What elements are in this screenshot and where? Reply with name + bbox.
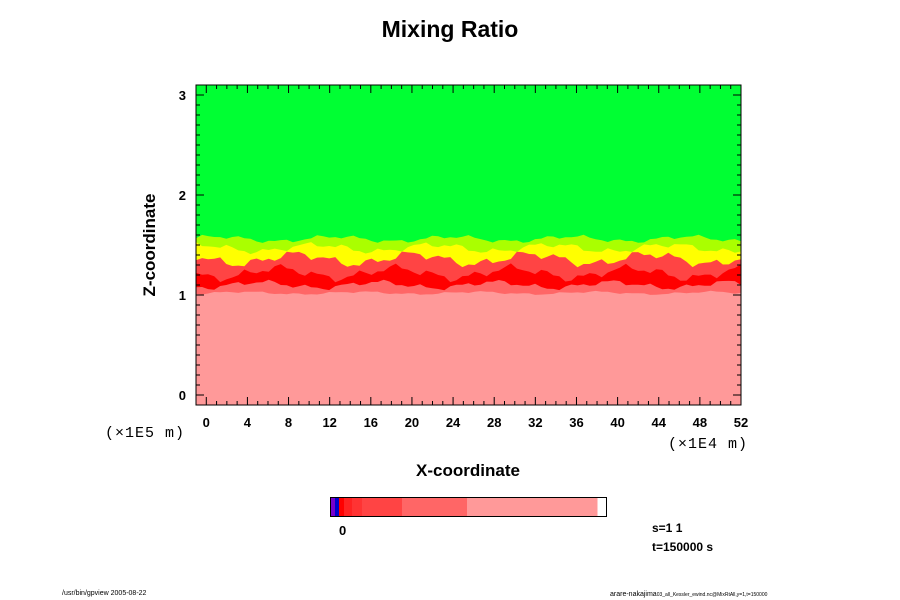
x-tick-label: 12 bbox=[322, 415, 336, 430]
colorbar-segment-1 bbox=[335, 497, 340, 517]
x-tick-label: 20 bbox=[405, 415, 419, 430]
colorbar bbox=[330, 497, 607, 517]
chart-title: Mixing Ratio bbox=[381, 16, 519, 42]
x-tick-label: 40 bbox=[610, 415, 624, 430]
colorbar-frame bbox=[330, 497, 607, 517]
x-tick-label: 8 bbox=[285, 415, 292, 430]
colorbar-zero-label: 0 bbox=[339, 523, 347, 538]
colorbar-segment-6 bbox=[402, 497, 468, 517]
y-scale-label: (×1E5 m) bbox=[105, 425, 186, 442]
y-tick-label: 2 bbox=[179, 188, 186, 203]
x-tick-label: 32 bbox=[528, 415, 542, 430]
colorbar-segment-4 bbox=[352, 497, 363, 517]
x-scale-label: (×1E4 m) bbox=[668, 436, 749, 453]
x-tick-label: 28 bbox=[487, 415, 501, 430]
footer-right-main: arare-nakajima bbox=[610, 591, 657, 598]
y-tick-label: 1 bbox=[179, 288, 186, 303]
footer-left: /usr/bin/gpview 2005-08-22 bbox=[62, 590, 147, 597]
y-tick-label: 0 bbox=[179, 388, 186, 403]
x-tick-label: 48 bbox=[693, 415, 707, 430]
x-tick-label: 0 bbox=[203, 415, 210, 430]
x-tick-label: 24 bbox=[446, 415, 461, 430]
colorbar-segment-3 bbox=[344, 497, 353, 517]
x-tick-label: 4 bbox=[244, 415, 252, 430]
colorbar-segment-5 bbox=[362, 497, 403, 517]
colorbar-segment-7 bbox=[467, 497, 598, 517]
info-s: s=1 1 bbox=[652, 521, 683, 535]
info-t: t=150000 s bbox=[652, 540, 714, 554]
footer-right: arare-nakajima03_all_Kessler_ewind.nc@Mi… bbox=[610, 591, 767, 598]
footer-right-sub: 03_all_Kessler_ewind.nc@MixRtAll,y=1,t=1… bbox=[656, 592, 768, 598]
x-tick-label: 52 bbox=[734, 415, 748, 430]
y-tick-label: 3 bbox=[179, 88, 186, 103]
colorbar-segment-0 bbox=[330, 497, 336, 517]
lower-layer bbox=[196, 290, 741, 405]
x-tick-label: 44 bbox=[652, 415, 667, 430]
colorbar-segment-2 bbox=[339, 497, 345, 517]
x-tick-label: 36 bbox=[569, 415, 583, 430]
x-tick-label: 16 bbox=[364, 415, 378, 430]
x-axis-label: X-coordinate bbox=[416, 461, 520, 480]
